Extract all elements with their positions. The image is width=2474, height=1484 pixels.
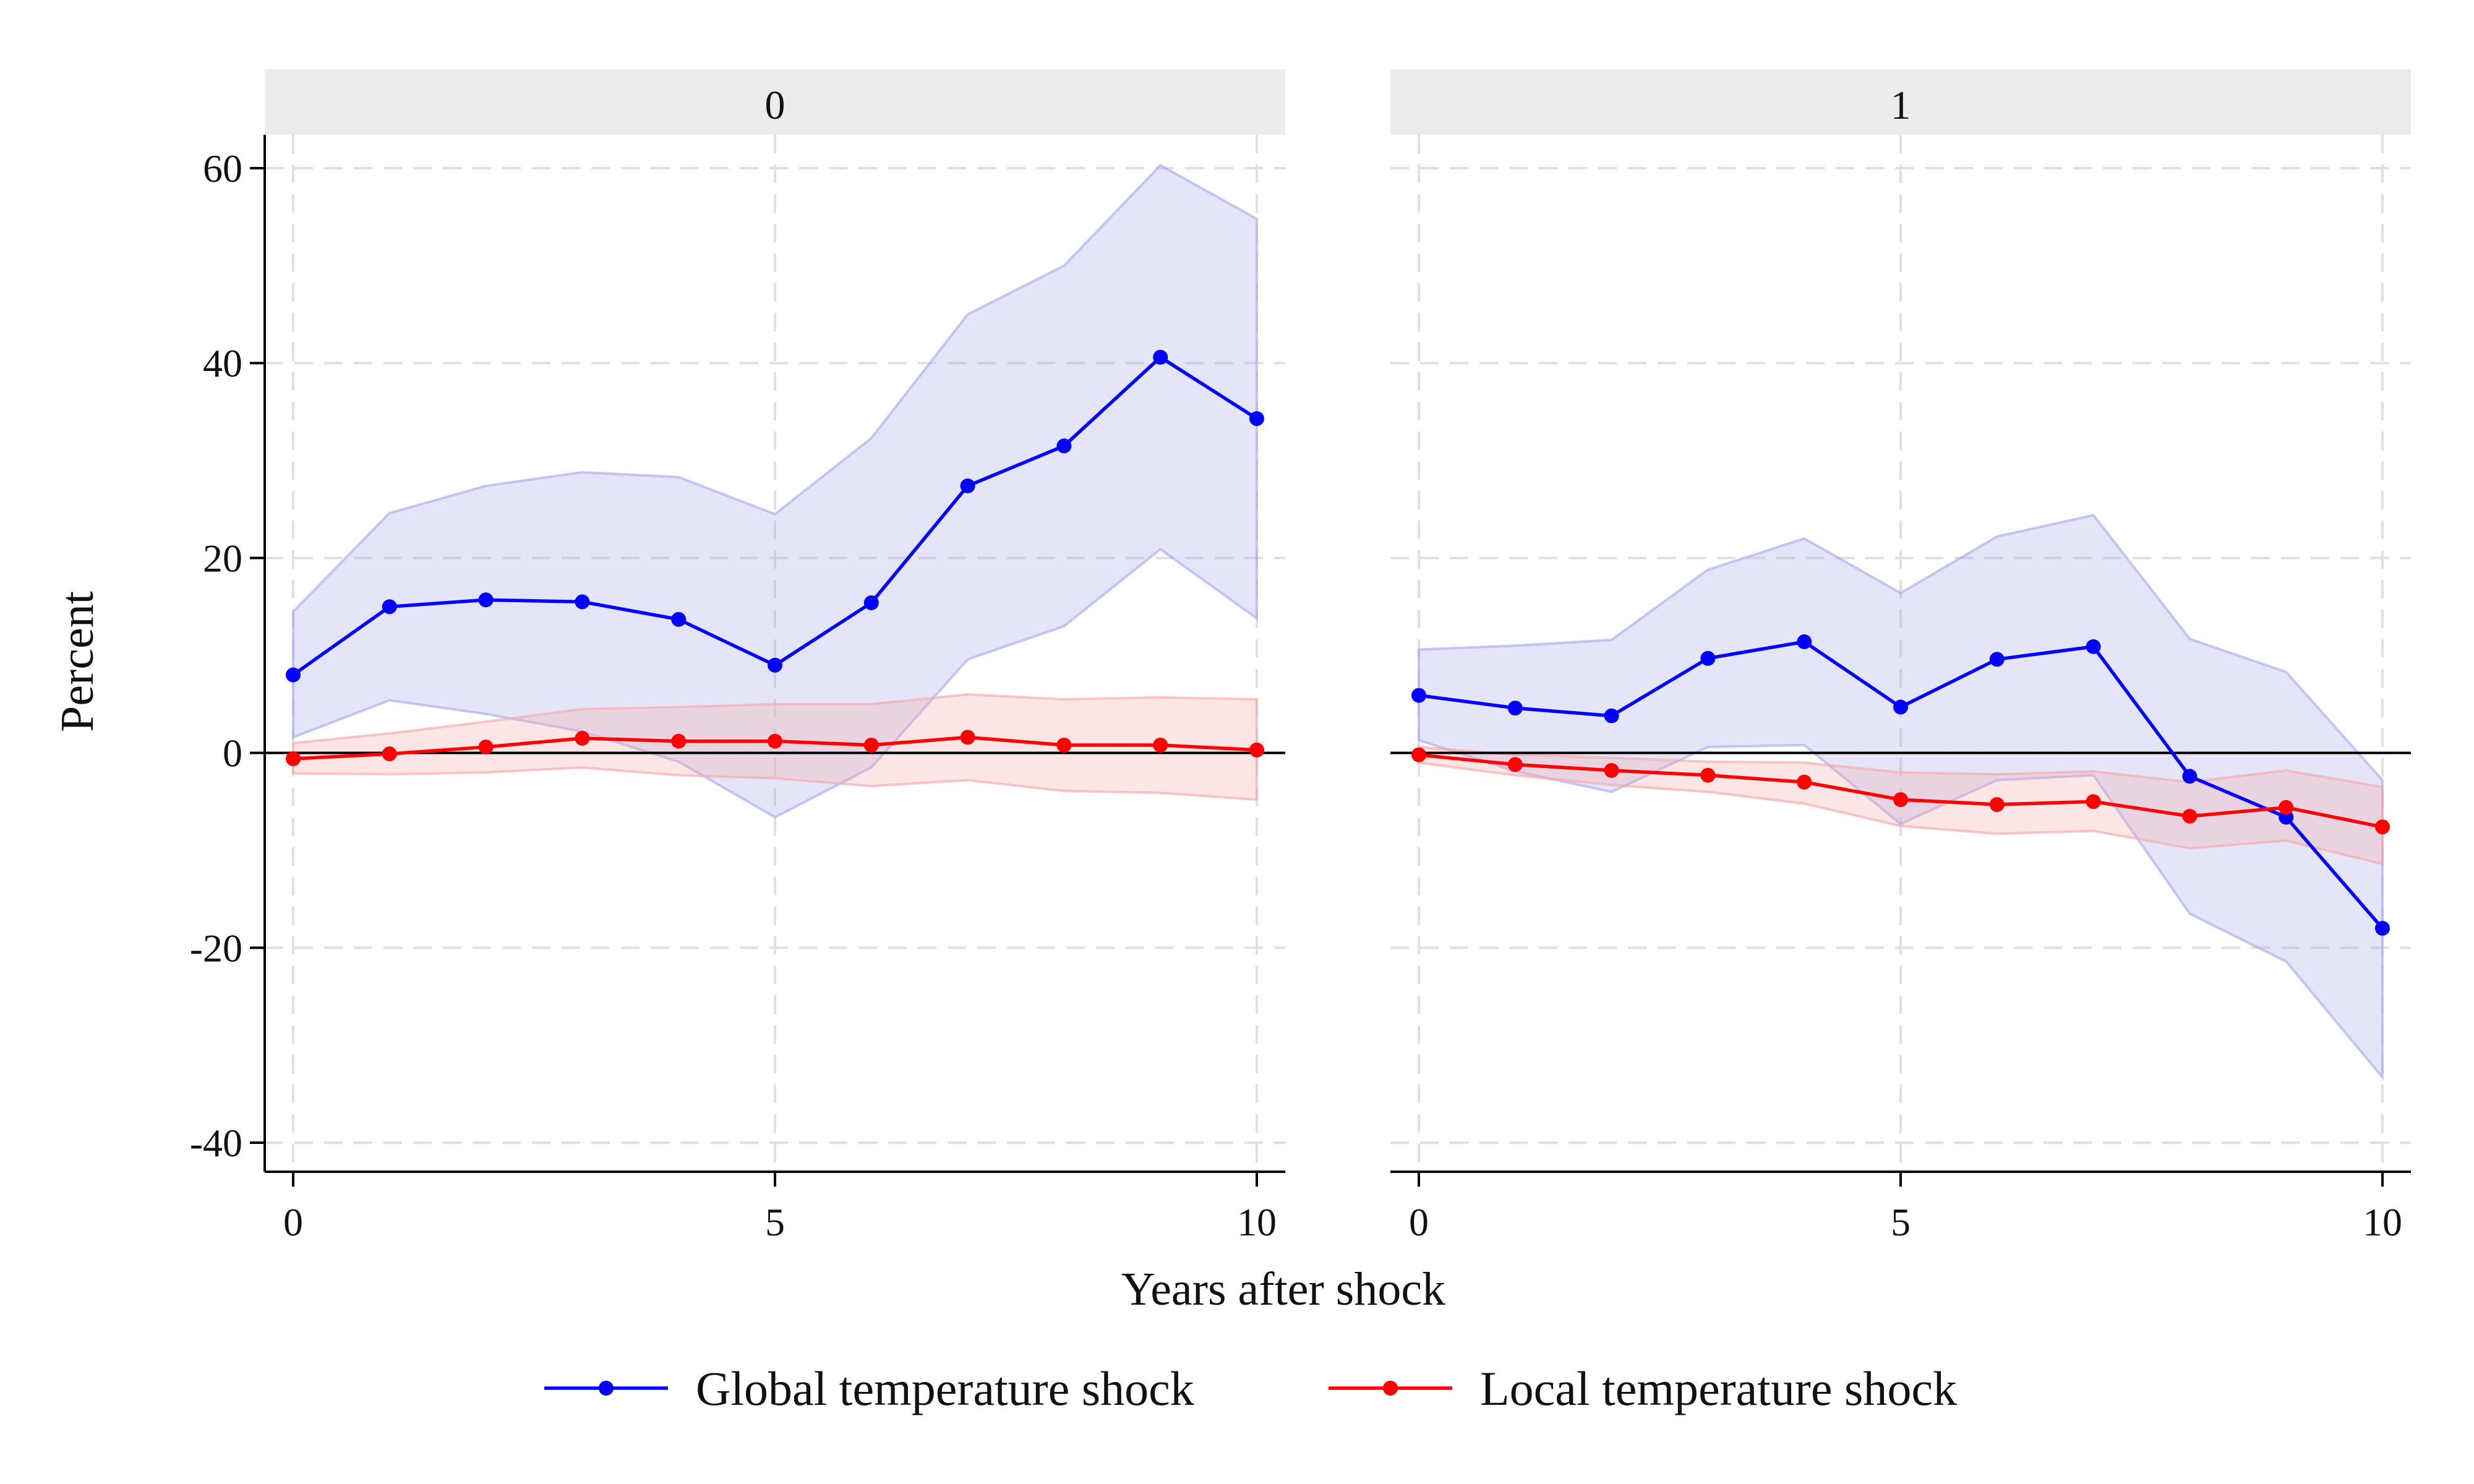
data-point bbox=[1700, 767, 1716, 783]
data-point bbox=[1893, 699, 1908, 715]
data-point bbox=[1249, 742, 1264, 757]
data-point bbox=[1893, 792, 1908, 808]
data-point bbox=[1249, 411, 1264, 427]
data-point bbox=[1153, 737, 1168, 753]
data-point bbox=[1507, 701, 1523, 716]
y-axis-title: Percent bbox=[51, 591, 103, 732]
x-tick-label: 5 bbox=[1891, 1200, 1911, 1244]
data-point bbox=[2375, 921, 2390, 936]
x-tick-label: 0 bbox=[1409, 1200, 1429, 1244]
data-point bbox=[1507, 757, 1523, 772]
legend-marker bbox=[599, 1381, 614, 1396]
data-point bbox=[671, 612, 687, 627]
confidence-band bbox=[292, 163, 1258, 819]
y-tick-label: 60 bbox=[203, 147, 242, 190]
data-point bbox=[2182, 809, 2198, 824]
y-tick-label: -40 bbox=[190, 1121, 242, 1165]
data-point bbox=[863, 737, 879, 753]
data-point bbox=[2182, 769, 2198, 784]
legend-label: Local temperature shock bbox=[1480, 1362, 1957, 1415]
data-point bbox=[286, 751, 301, 767]
data-point bbox=[768, 657, 782, 673]
data-point bbox=[286, 667, 301, 683]
data-point bbox=[1411, 688, 1426, 703]
data-point bbox=[1411, 747, 1426, 762]
data-point bbox=[2086, 794, 2101, 809]
data-point bbox=[1989, 652, 2005, 667]
y-tick-label: -20 bbox=[190, 926, 242, 970]
data-point bbox=[2375, 819, 2390, 835]
x-tick-label: 10 bbox=[1237, 1200, 1277, 1244]
data-point bbox=[1153, 349, 1168, 365]
data-point bbox=[1056, 737, 1072, 753]
data-point bbox=[1604, 762, 1619, 778]
y-tick-label: 40 bbox=[203, 341, 242, 385]
x-tick-label: 5 bbox=[765, 1200, 785, 1244]
y-tick-label: 20 bbox=[203, 536, 242, 580]
legend-marker bbox=[1383, 1381, 1398, 1396]
data-point bbox=[382, 746, 397, 762]
x-axis-title: Years after shock bbox=[1121, 1263, 1445, 1315]
data-point bbox=[768, 733, 782, 749]
data-point bbox=[2279, 800, 2294, 815]
legend: Global temperature shock Local temperatur… bbox=[544, 1362, 1957, 1415]
data-point bbox=[1989, 797, 2005, 812]
x-tick-label: 10 bbox=[2363, 1200, 2402, 1244]
data-point bbox=[575, 594, 590, 610]
data-point bbox=[1604, 708, 1619, 723]
data-point bbox=[1797, 634, 1812, 649]
legend-item: Local temperature shock bbox=[1329, 1362, 1957, 1415]
panel-0: 0 0 5 10 60 40 20 0 -20 -40 bbox=[190, 69, 1285, 1244]
data-point bbox=[478, 740, 494, 755]
panel-1: 10 5 10 bbox=[1390, 69, 2411, 1244]
panel-title: 1 bbox=[1891, 83, 1911, 128]
y-tick-label: 0 bbox=[223, 731, 242, 775]
data-point bbox=[1700, 650, 1716, 666]
data-point bbox=[960, 478, 975, 493]
panel-strip bbox=[1390, 69, 2411, 135]
data-point bbox=[863, 595, 879, 610]
data-point bbox=[382, 599, 397, 615]
data-point bbox=[575, 730, 590, 746]
data-point bbox=[2086, 639, 2101, 654]
data-point bbox=[960, 730, 975, 745]
x-tick-label: 0 bbox=[283, 1200, 303, 1244]
legend-item: Global temperature shock bbox=[544, 1362, 1194, 1415]
data-point bbox=[478, 592, 494, 608]
data-point bbox=[1056, 438, 1072, 454]
data-point bbox=[1797, 774, 1812, 790]
data-point bbox=[671, 733, 687, 749]
legend-label: Global temperature shock bbox=[696, 1362, 1194, 1415]
panel-strip bbox=[265, 69, 1285, 135]
panel-title: 0 bbox=[765, 83, 785, 128]
